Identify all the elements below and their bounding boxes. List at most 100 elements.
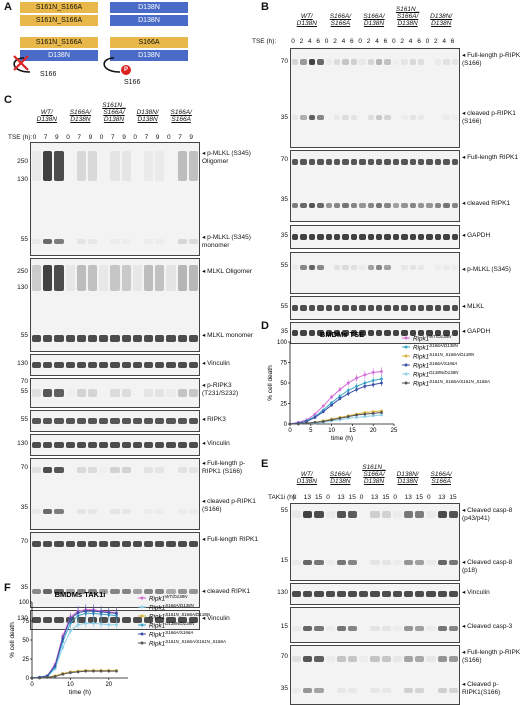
data-point [305, 421, 309, 425]
b-group-header: S166A/ S166A [329, 13, 352, 27]
c-blot-band [189, 509, 198, 514]
b-blot-band [350, 159, 358, 165]
c-blot-band [54, 589, 64, 594]
e-mw-marker: 70 [280, 653, 288, 660]
b-blot-band [342, 234, 349, 240]
b-blot-band [384, 234, 391, 240]
data-point [92, 669, 95, 673]
b-blot-band [292, 59, 299, 65]
c-blot-label: ◂ p-MLKL (S345) Oligomer [202, 150, 251, 165]
c-blot-label: ◂ Full-length p-RIPK1 (S166) [202, 460, 246, 475]
y-tick-label: 25 [280, 402, 287, 408]
x-tick-label: 10 [328, 428, 335, 434]
e-blot-band [404, 591, 414, 597]
data-point [107, 611, 111, 615]
e-blot-band [348, 511, 358, 518]
c-blot-band [144, 265, 154, 291]
b-blot-band [401, 305, 408, 311]
c-blot-band [88, 239, 98, 244]
e-group-header: S161N_ S166A/ D138N [362, 464, 386, 485]
legend-base: Ripk1 [413, 345, 429, 352]
c-blot-band [166, 541, 176, 547]
e-time-label: 15 [382, 494, 390, 501]
c-blot-band [43, 362, 53, 368]
c-blot-band [43, 239, 53, 244]
c-blot-band [110, 389, 120, 397]
b-blot-band [409, 203, 416, 208]
data-point [330, 401, 333, 405]
c-blot-band [54, 362, 64, 368]
data-point [380, 413, 383, 417]
c-blot-band [177, 589, 187, 594]
e-blot-band [326, 656, 335, 662]
legend-sup: S166A/D138N [429, 343, 459, 348]
e-blot-band [448, 591, 458, 597]
c-blot-band [144, 151, 154, 181]
c-blot-band [121, 335, 131, 342]
c-blot-band [188, 362, 198, 368]
b-blot-band [334, 234, 341, 240]
panel-a-box-3: D138N [110, 2, 188, 13]
c-blot-band [177, 151, 187, 181]
x-axis-label: time (h) [331, 435, 353, 442]
e-blot-band [426, 656, 436, 662]
e-time-label: 0 [326, 494, 330, 501]
b-blot-band [401, 265, 408, 270]
c-blot-band [144, 239, 153, 244]
c-blot-band [32, 589, 42, 594]
e-time-label: 13 [303, 494, 312, 501]
e-mw-marker: 35 [280, 685, 288, 692]
c-blot-band [121, 362, 131, 368]
panel-b-letter: B [261, 1, 269, 13]
e-blot-membrane [290, 607, 460, 643]
chart-title: BMDMs TSE [320, 330, 364, 339]
b-blot-band [443, 203, 450, 208]
b-blot-band [418, 115, 425, 120]
series-line [31, 622, 117, 679]
data-point [346, 381, 350, 385]
data-point [338, 397, 342, 400]
legend-base: Ripk1 [413, 363, 429, 370]
b-blot-band [350, 330, 358, 336]
c-blot-band [99, 617, 109, 623]
series-line [31, 610, 117, 679]
c-blot-band [166, 617, 176, 623]
c-mw-marker: 130 [17, 615, 28, 622]
b-blot-band [426, 330, 433, 336]
c-time-label: 9 [88, 134, 93, 141]
c-blot-band [76, 442, 86, 448]
c-blot-band [88, 389, 98, 397]
e-blot-band [370, 591, 380, 597]
data-point [321, 420, 325, 423]
b-blot-band [342, 330, 349, 336]
c-blot-band [32, 265, 42, 291]
y-tick-label: 50 [280, 381, 287, 387]
panel-a-site-1: S166 [40, 71, 57, 78]
y-tick-label: 75 [280, 361, 287, 367]
legend-sup: WT/D138N [165, 594, 188, 599]
e-blot-band [437, 560, 447, 565]
y-tick-label: 25 [22, 657, 29, 663]
e-blot-band [426, 626, 436, 631]
legend-base: Ripk1 [149, 632, 165, 639]
x-tick-label: 25 [391, 428, 398, 434]
legend-marker [140, 605, 144, 609]
e-blot-band [292, 591, 302, 597]
e-blot-band [314, 688, 324, 693]
e-blot-band [292, 626, 302, 631]
b-blot-band [426, 203, 433, 208]
x-tick-label: 20 [370, 428, 377, 434]
x-tick-label: 0 [288, 428, 292, 434]
b-blot-band [300, 265, 307, 270]
b-blot-band [451, 330, 458, 336]
e-blot-band [325, 560, 335, 565]
e-group-header: S166A/ D138N [329, 471, 352, 485]
b-blot-band [342, 59, 349, 65]
b-blot-membrane [290, 48, 460, 148]
b-blot-band [317, 59, 324, 65]
c-blot-band [110, 509, 120, 514]
c-blot-band [121, 442, 131, 448]
b-blot-membrane [290, 225, 460, 249]
c-blot-band [110, 239, 119, 244]
b-blot-band [392, 203, 400, 208]
